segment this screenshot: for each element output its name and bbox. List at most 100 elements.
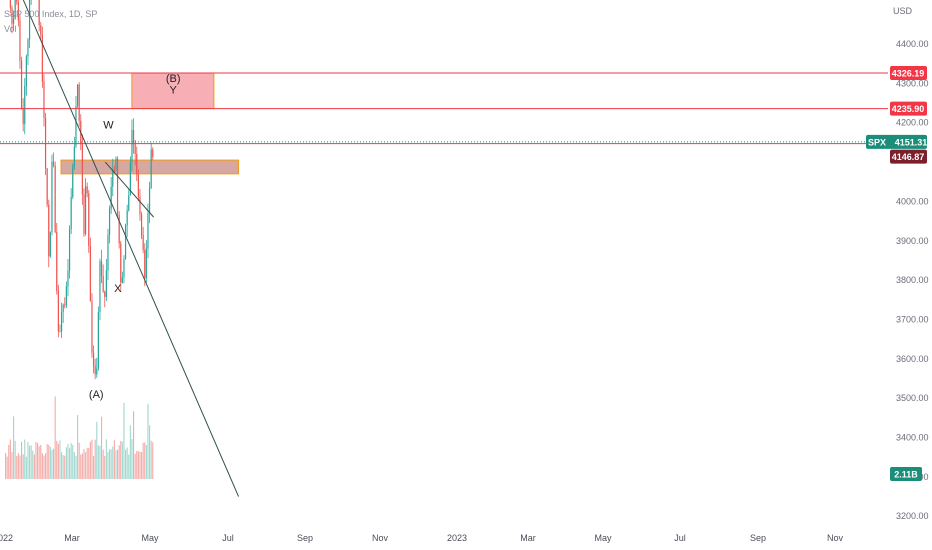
candle-body (115, 158, 117, 170)
candle-body (24, 86, 26, 124)
volume-layer (5, 396, 154, 479)
volume-bar (5, 453, 7, 479)
candle-body (116, 158, 119, 215)
current-price-value: 4151.31 (895, 137, 928, 147)
volume-bar (9, 439, 11, 479)
volume-bar (24, 439, 26, 479)
volume-bar (123, 402, 125, 479)
axes-layer: 4400.00 4300.00 4200.00 4000.00 3900.00 3800.… (0, 39, 929, 543)
legend-symbol: S&P 500 Index, 1D, SP (4, 9, 97, 19)
volume-bar (109, 449, 111, 479)
time-tick-label: Nov (827, 533, 844, 543)
candle-body (57, 290, 59, 332)
volume-bar (150, 440, 152, 479)
candle-body (56, 232, 58, 291)
candle-body (62, 304, 64, 312)
price-tick-label: 4200.00 (896, 118, 929, 128)
candle-body (84, 186, 87, 235)
volume-bar (99, 445, 101, 479)
candle-body (128, 195, 130, 211)
candle-body (97, 311, 99, 369)
candle-body (124, 225, 127, 259)
volume-bar (56, 440, 58, 479)
candle-body (67, 270, 69, 287)
candle-body (65, 286, 67, 306)
candle-body (107, 235, 109, 271)
time-tick-label: Nov (372, 533, 389, 543)
volume-bar (128, 454, 130, 479)
volume-bar (11, 452, 13, 479)
volume-bar (121, 441, 123, 479)
price-tick-label: 4400.00 (896, 39, 929, 49)
time-tick-label: 2023 (447, 533, 467, 543)
price-tick-label: 3700.00 (896, 314, 929, 324)
volume-bar (107, 452, 109, 479)
volume-bar (29, 445, 31, 479)
volume-bar (141, 451, 143, 479)
volume-bar (75, 455, 77, 479)
candle-body (108, 208, 111, 236)
time-tick-label: Jul (222, 533, 234, 543)
candle-body (43, 81, 45, 118)
candle-body (152, 149, 154, 158)
candle-body (113, 169, 115, 171)
volume-bar (105, 439, 107, 479)
volume-bar (134, 453, 136, 479)
volume-bar (101, 416, 103, 479)
volume-bar (16, 455, 18, 479)
candle-body (51, 161, 53, 233)
candle-body (20, 60, 23, 109)
volume-bar (51, 449, 53, 479)
zones-layer (60, 72, 240, 175)
volume-bar (14, 440, 16, 479)
price-tick-label: 3600.00 (896, 354, 929, 364)
volume-bar (120, 440, 122, 479)
level-tag (890, 149, 927, 164)
level-tag (890, 66, 927, 81)
candle-body (144, 250, 146, 279)
price-tick-label: 3500.00 (896, 393, 929, 403)
volume-bar (142, 442, 144, 479)
volume-bar (35, 441, 37, 479)
volume-bar (65, 447, 67, 479)
volume-bar (8, 444, 10, 479)
volume-bar (115, 450, 117, 479)
tags-layer: 4326.19 4235.90 4146.87 SPX 4151.31 2.11B (866, 66, 927, 481)
volume-bar (83, 449, 85, 479)
price-tick-label: 4300.00 (896, 78, 929, 88)
volume-bar (97, 445, 99, 479)
volume-bar (147, 403, 149, 479)
volume-bar (57, 443, 59, 479)
candle-body (140, 214, 143, 236)
candle-body (136, 153, 138, 175)
volume-bar (45, 453, 47, 479)
candle-body (120, 243, 122, 283)
volume-bar (78, 442, 80, 479)
time-tick-label: Mar (520, 533, 536, 543)
volume-bar (22, 454, 24, 479)
volume-bar (64, 455, 66, 479)
volume-bar (70, 443, 72, 479)
candle-body (11, 7, 13, 24)
candle-body (99, 261, 101, 312)
candle-body (89, 245, 91, 301)
candle-body (132, 129, 135, 143)
price-tick-label: 4000.00 (896, 196, 929, 206)
volume-tag (890, 467, 922, 481)
volume-bar (30, 445, 32, 479)
candle-body (148, 188, 151, 214)
volume-bar (48, 444, 50, 479)
time-tick-label: May (594, 533, 612, 543)
volume-bar (72, 444, 74, 479)
candle-body (54, 165, 56, 233)
level-tag-text: 4326.19 (892, 69, 925, 79)
candle-body (52, 161, 55, 166)
candle-body (129, 162, 131, 196)
candle-body (27, 39, 29, 57)
current-price-tag (866, 134, 927, 149)
volume-bar (69, 448, 71, 479)
candle-body (83, 194, 85, 235)
candle-body (131, 129, 133, 163)
volume-bar (96, 421, 98, 479)
